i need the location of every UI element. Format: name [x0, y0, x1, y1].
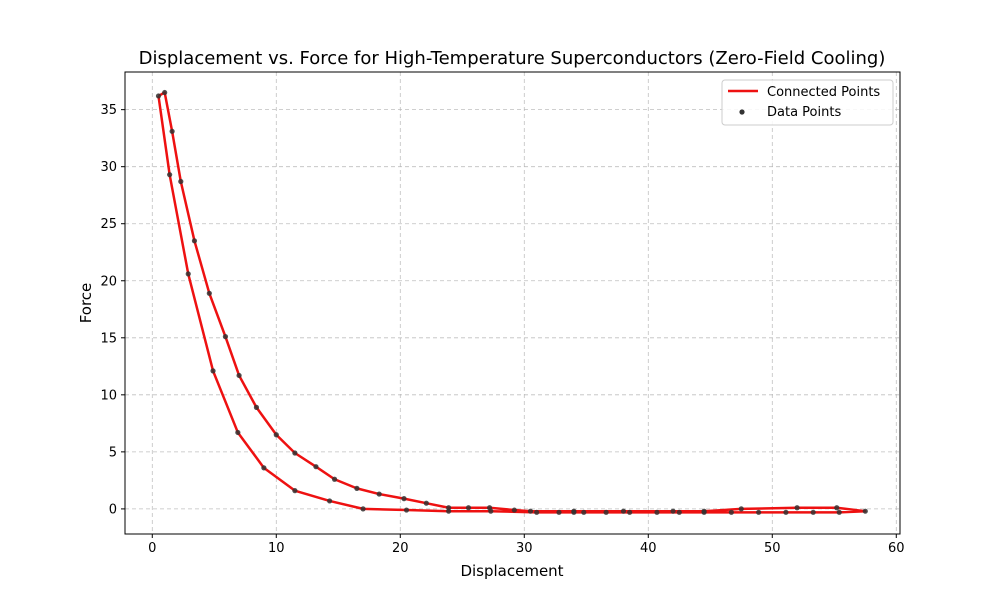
series-line-connected-points [157, 91, 867, 514]
data-point [261, 465, 267, 471]
x-tick-label: 30 [516, 541, 533, 556]
x-tick-label: 60 [888, 541, 905, 556]
legend-label-data-points: Data Points [767, 105, 841, 120]
y-axis-ticks: 0 5 10 15 20 25 30 35 [100, 103, 125, 517]
data-point [836, 509, 842, 515]
data-point [556, 509, 562, 515]
data-point [354, 485, 360, 491]
plot-frame [124, 71, 901, 535]
data-point [331, 476, 338, 482]
data-point [571, 508, 577, 514]
y-tick-label: 15 [100, 331, 117, 346]
data-point [465, 505, 472, 511]
data-point [728, 509, 734, 515]
data-point [794, 505, 800, 511]
y-tick-label: 35 [100, 103, 117, 118]
data-point [210, 368, 216, 374]
data-point [511, 507, 517, 513]
grid [125, 72, 900, 534]
data-point [676, 509, 682, 515]
data-point [376, 491, 382, 497]
data-point [834, 505, 840, 511]
data-point [620, 508, 627, 514]
x-tick-label: 10 [268, 541, 285, 556]
y-axis-label: Force [77, 283, 95, 324]
y-tick-label: 25 [100, 217, 117, 232]
data-point [581, 509, 587, 515]
data-point [273, 432, 279, 438]
data-point [862, 508, 868, 514]
data-point [603, 509, 609, 515]
data-point [446, 505, 452, 511]
data-point [327, 498, 333, 504]
data-point [627, 509, 633, 515]
x-tick-label: 50 [764, 541, 781, 556]
data-point [401, 496, 407, 502]
legend: Connected Points Data Points [721, 79, 894, 126]
y-tick-label: 30 [100, 160, 117, 175]
data-point [178, 178, 184, 185]
x-tick-label: 0 [148, 541, 156, 556]
y-tick-label: 0 [109, 502, 117, 517]
data-point [486, 505, 493, 511]
legend-label-connected-points: Connected Points [767, 85, 880, 100]
data-point [670, 508, 676, 514]
data-point [534, 509, 540, 515]
data-point [292, 450, 298, 456]
data-point [206, 290, 212, 296]
data-point [738, 506, 744, 512]
data-point [155, 93, 162, 99]
data-point [810, 509, 816, 515]
data-point [527, 508, 534, 514]
data-point [313, 464, 319, 470]
data-point [167, 172, 173, 178]
x-axis-label: Displacement [460, 562, 563, 580]
data-point [360, 506, 366, 512]
data-point [235, 429, 241, 436]
data-point [701, 508, 707, 514]
data-point [423, 500, 429, 506]
data-point [191, 238, 198, 244]
data-point [292, 488, 298, 494]
y-tick-label: 20 [100, 274, 117, 289]
data-point [185, 271, 191, 277]
chart-title: Displacement vs. Force for High-Temperat… [139, 48, 886, 69]
legend-point-swatch [739, 109, 745, 115]
data-points [155, 89, 868, 515]
x-tick-label: 20 [392, 541, 409, 556]
data-point [169, 128, 175, 134]
data-point [253, 404, 260, 410]
data-point [756, 509, 762, 515]
data-point [162, 89, 168, 96]
data-point [403, 507, 410, 513]
data-point [654, 509, 660, 515]
y-tick-label: 5 [109, 445, 117, 460]
x-tick-label: 40 [640, 541, 657, 556]
x-axis-ticks: 0 10 20 30 40 50 60 [148, 534, 905, 556]
data-point [222, 334, 229, 340]
y-tick-label: 10 [100, 388, 117, 403]
connected-points-line [157, 91, 867, 514]
legend-box [721, 79, 894, 126]
data-point [236, 372, 242, 379]
data-point [783, 509, 789, 515]
